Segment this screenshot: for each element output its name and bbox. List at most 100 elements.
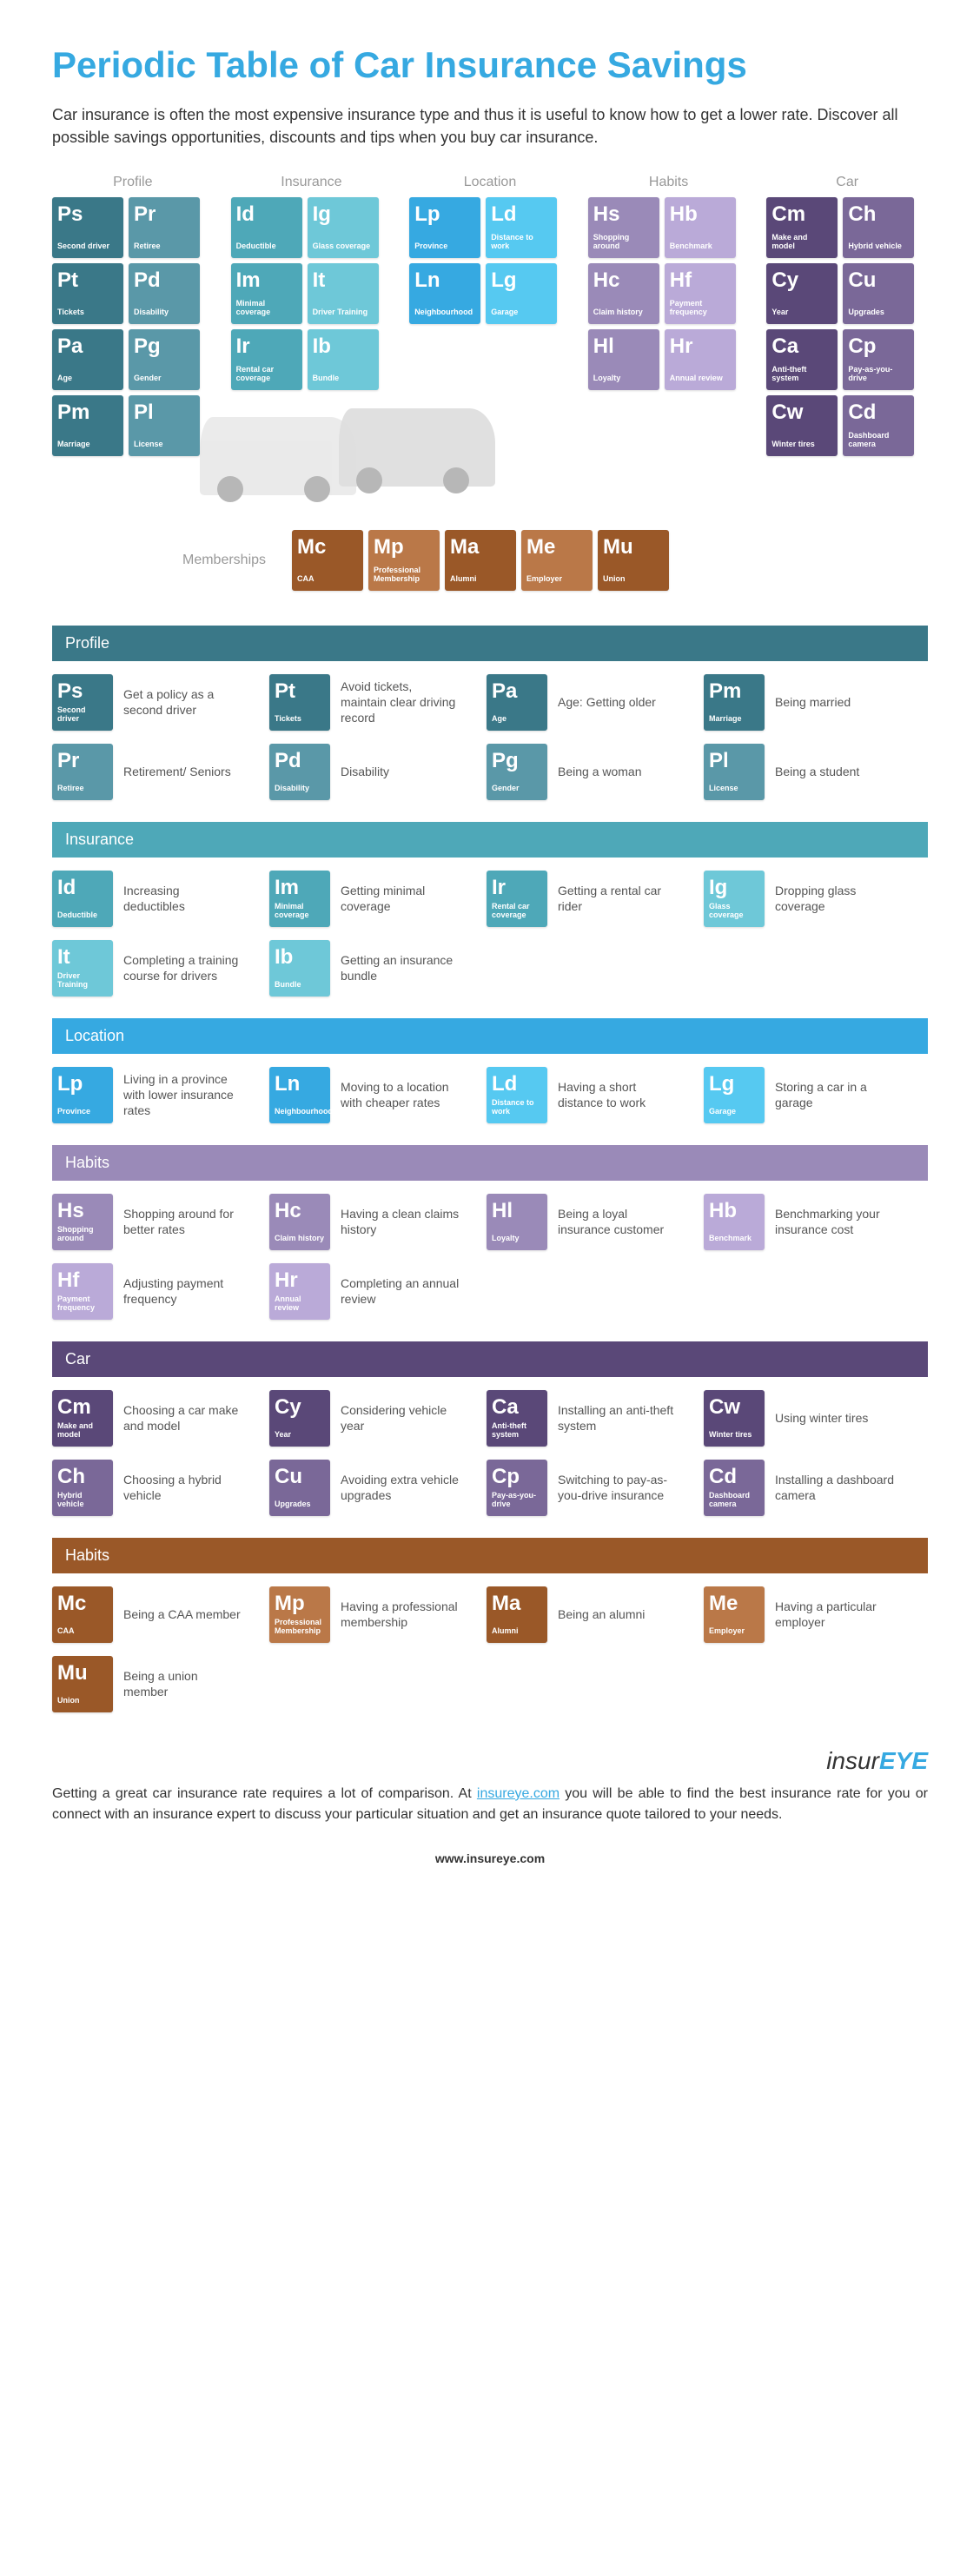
tile-it: ItDriver Training bbox=[308, 263, 379, 324]
detail-desc: Storing a car in a garage bbox=[775, 1079, 895, 1110]
detail-desc: Installing a dashboard camera bbox=[775, 1472, 895, 1503]
tile-ir: IrRental car coverage bbox=[231, 329, 302, 390]
detail-desc: Considering vehicle year bbox=[341, 1402, 460, 1434]
detail-item-pm: PmMarriage Being married bbox=[704, 674, 895, 731]
tile-pd: PdDisability bbox=[269, 744, 330, 800]
tile-ld: LdDistance to work bbox=[487, 1067, 547, 1123]
detail-desc: Age: Getting older bbox=[558, 694, 656, 710]
detail-desc: Having a particular employer bbox=[775, 1599, 895, 1630]
detail-grid-car: CmMake and modelChoosing a car make and … bbox=[52, 1390, 928, 1516]
tile-hl: HlLoyalty bbox=[487, 1194, 547, 1250]
tile-pt: PtTickets bbox=[52, 263, 123, 324]
detail-desc: Switching to pay-as-you-drive insurance bbox=[558, 1472, 678, 1503]
page-title: Periodic Table of Car Insurance Savings bbox=[52, 43, 928, 87]
footer-link[interactable]: insureye.com bbox=[477, 1786, 560, 1801]
detail-grid-location: LpProvinceLiving in a province with lowe… bbox=[52, 1067, 928, 1123]
tile-ld: LdDistance to work bbox=[486, 197, 557, 258]
tile-ps: PsSecond driver bbox=[52, 197, 123, 258]
tile-hr: HrAnnual review bbox=[269, 1263, 330, 1320]
tile-ib: IbBundle bbox=[308, 329, 379, 390]
detail-item-cp: CpPay-as-you-drive Switching to pay-as-yo… bbox=[487, 1460, 678, 1516]
section-bar-location: Location bbox=[52, 1018, 928, 1054]
tile-cp: CpPay-as-you-drive bbox=[843, 329, 914, 390]
tile-cw: CwWinter tires bbox=[704, 1390, 765, 1447]
tile-mu: MuUnion bbox=[598, 530, 669, 591]
tile-ca: CaAnti-theft system bbox=[487, 1390, 547, 1447]
tile-ch: ChHybrid vehicle bbox=[52, 1460, 113, 1516]
tile-hc: HcClaim history bbox=[269, 1194, 330, 1250]
tile-pm: PmMarriage bbox=[704, 674, 765, 731]
detail-desc: Getting minimal coverage bbox=[341, 883, 460, 914]
tile-cu: CuUpgrades bbox=[843, 263, 914, 324]
tile-id: IdDeductible bbox=[231, 197, 302, 258]
memberships-label: Memberships bbox=[182, 553, 266, 568]
tile-hb: HbBenchmark bbox=[665, 197, 736, 258]
tile-hs: HsShopping around bbox=[588, 197, 659, 258]
tile-ib: IbBundle bbox=[269, 940, 330, 997]
detail-desc: Having a professional membership bbox=[341, 1599, 460, 1630]
detail-item-pr: PrRetireeRetirement/ Seniors bbox=[52, 744, 243, 800]
tile-ig: IgGlass coverage bbox=[704, 871, 765, 927]
tile-ig: IgGlass coverage bbox=[308, 197, 379, 258]
tile-hf: HfPayment frequency bbox=[52, 1263, 113, 1320]
detail-desc: Choosing a car make and model bbox=[123, 1402, 243, 1434]
detail-desc: Adjusting payment frequency bbox=[123, 1275, 243, 1307]
detail-item-ch: ChHybrid vehicleChoosing a hybrid vehicl… bbox=[52, 1460, 243, 1516]
detail-desc: Disability bbox=[341, 764, 389, 779]
cars-illustration bbox=[182, 400, 928, 504]
col-header-profile: Profile bbox=[52, 175, 214, 190]
tile-cy: CyYear bbox=[766, 263, 838, 324]
col-header-location: Location bbox=[409, 175, 571, 190]
detail-item-ld: LdDistance to workHaving a short distanc… bbox=[487, 1067, 678, 1123]
tile-im: ImMinimal coverage bbox=[269, 871, 330, 927]
detail-desc: Get a policy as a second driver bbox=[123, 686, 243, 718]
detail-item-mp: MpProfessional Membership Having a profes… bbox=[269, 1586, 460, 1643]
tile-im: ImMinimal coverage bbox=[231, 263, 302, 324]
detail-desc: Completing an annual review bbox=[341, 1275, 460, 1307]
tile-cp: CpPay-as-you-drive bbox=[487, 1460, 547, 1516]
section-bar-car: Car bbox=[52, 1341, 928, 1377]
detail-desc: Getting an insurance bundle bbox=[341, 952, 460, 983]
tile-pa: PaAge bbox=[487, 674, 547, 731]
col-header-insurance: Insurance bbox=[231, 175, 393, 190]
tile-lg: LgGarage bbox=[486, 263, 557, 324]
tile-hf: HfPayment frequency bbox=[665, 263, 736, 324]
tile-ps: PsSecond driver bbox=[52, 674, 113, 731]
tile-pd: PdDisability bbox=[129, 263, 200, 324]
detail-grid-insurance: IdDeductibleIncreasing deductiblesImMini… bbox=[52, 871, 928, 997]
detail-item-cd: CdDashboard camera Installing a dashboard… bbox=[704, 1460, 895, 1516]
detail-desc: Being married bbox=[775, 694, 851, 710]
detail-item-ib: IbBundle Getting an insurance bundle bbox=[269, 940, 460, 997]
detail-desc: Retirement/ Seniors bbox=[123, 764, 231, 779]
detail-desc: Dropping glass coverage bbox=[775, 883, 895, 914]
tile-hr: HrAnnual review bbox=[665, 329, 736, 390]
col-header-car: Car bbox=[766, 175, 928, 190]
tile-pt: PtTickets bbox=[269, 674, 330, 731]
detail-item-hc: HcClaim historyHaving a clean claims his… bbox=[269, 1194, 460, 1250]
detail-item-cu: CuUpgradesAvoiding extra vehicle upgrade… bbox=[269, 1460, 460, 1516]
tile-it: ItDriver Training bbox=[52, 940, 113, 997]
detail-desc: Avoid tickets, maintain clear driving re… bbox=[341, 679, 460, 726]
detail-item-cw: CwWinter tires Using winter tires bbox=[704, 1390, 895, 1447]
tile-pa: PaAge bbox=[52, 329, 123, 390]
detail-item-pd: PdDisability Disability bbox=[269, 744, 460, 800]
tile-mc: McCAA bbox=[52, 1586, 113, 1643]
tile-cu: CuUpgrades bbox=[269, 1460, 330, 1516]
tile-mp: MpProfessional Membership bbox=[269, 1586, 330, 1643]
tile-hl: HlLoyalty bbox=[588, 329, 659, 390]
footer-text: Getting a great car insurance rate requi… bbox=[52, 1784, 928, 1825]
tile-hs: HsShopping around bbox=[52, 1194, 113, 1250]
detail-item-hr: HrAnnual review Completing an annual revi… bbox=[269, 1263, 460, 1320]
detail-desc: Being a union member bbox=[123, 1668, 243, 1699]
detail-item-pl: PlLicenseBeing a student bbox=[704, 744, 895, 800]
detail-item-pg: PgGenderBeing a woman bbox=[487, 744, 678, 800]
detail-item-lp: LpProvinceLiving in a province with lowe… bbox=[52, 1067, 243, 1123]
detail-grid-profile: PsSecond driver Get a policy as a second … bbox=[52, 674, 928, 800]
tile-cm: CmMake and model bbox=[766, 197, 838, 258]
tile-cd: CdDashboard camera bbox=[704, 1460, 765, 1516]
detail-item-ig: IgGlass coverage Dropping glass coverage bbox=[704, 871, 895, 927]
tile-lg: LgGarage bbox=[704, 1067, 765, 1123]
detail-desc: Using winter tires bbox=[775, 1410, 868, 1426]
col-header-habits: Habits bbox=[588, 175, 750, 190]
memberships-row: Memberships McCAAMpProfessional Membersh… bbox=[182, 530, 928, 591]
